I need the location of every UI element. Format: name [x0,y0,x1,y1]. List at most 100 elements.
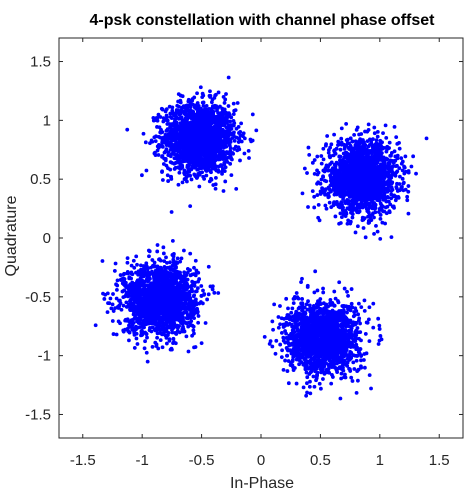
data-point-cluster-1 [197,153,201,158]
data-point-cluster-1 [175,103,180,108]
data-point-cluster-2 [305,171,309,175]
data-point-cluster-1 [213,92,218,97]
data-point-cluster-1 [218,119,223,124]
data-point-cluster-2 [380,220,385,225]
data-point-cluster-1 [211,161,216,165]
data-point-cluster-1 [220,139,225,143]
data-point-cluster-1 [228,161,233,166]
data-point-cluster-3 [158,338,163,342]
data-point-cluster-1 [186,97,191,102]
data-point-cluster-2 [341,184,345,189]
data-point-cluster-3 [191,272,196,277]
data-point-cluster-2 [361,226,366,230]
data-point-cluster-1 [195,126,200,131]
data-point-cluster-2 [364,207,369,211]
data-point-cluster-1 [182,177,187,181]
data-point-cluster-1 [212,129,217,134]
data-point-cluster-3 [124,285,129,290]
data-point-cluster-2 [366,210,371,215]
data-point-cluster-2 [360,218,365,223]
data-point-cluster-1 [206,166,211,171]
data-point-cluster-1 [214,176,218,180]
data-point-cluster-2 [382,163,387,168]
data-point-cluster-1 [226,75,231,80]
data-point-cluster-1 [229,173,234,178]
data-point-cluster-1 [143,140,148,145]
data-point-cluster-1 [166,179,171,183]
data-point-cluster-2 [397,140,401,145]
data-point-cluster-3 [145,335,149,340]
data-point-cluster-2 [312,194,317,199]
data-point-cluster-3 [116,319,121,324]
data-point-cluster-2 [321,146,326,151]
data-point-cluster-1 [179,115,184,120]
data-point-cluster-2 [400,176,405,181]
data-point-cluster-2 [372,215,376,220]
data-point-cluster-1 [222,156,227,161]
data-point-cluster-1 [148,141,152,146]
data-point-cluster-1 [183,150,188,155]
data-point-cluster-3 [201,288,205,293]
data-point-cluster-2 [316,203,321,207]
data-point-cluster-2 [345,221,350,226]
data-point-cluster-2 [392,149,397,154]
data-point-cluster-1 [173,139,178,144]
data-point-cluster-1 [156,145,161,150]
data-point-cluster-2 [375,146,380,151]
data-point-cluster-3 [190,289,195,294]
data-point-cluster-3 [110,319,115,323]
data-point-cluster-2 [384,149,389,154]
data-point-cluster-2 [359,132,364,136]
data-point-cluster-3 [127,338,131,343]
data-point-cluster-1 [166,166,170,171]
data-point-cluster-1 [177,136,182,141]
data-point-cluster-2 [361,138,365,142]
data-point-cluster-3 [113,261,118,266]
data-point-cluster-1 [211,154,216,158]
data-point-cluster-2 [346,187,351,192]
data-point-cluster-2 [378,177,383,181]
data-point-cluster-1 [209,177,214,182]
data-point-cluster-2 [310,189,315,194]
data-point-cluster-2 [394,185,399,189]
data-point-cluster-1 [232,134,237,139]
data-point-cluster-2 [332,149,337,154]
data-point-cluster-3 [167,338,172,343]
data-point-cluster-2 [386,179,390,184]
data-point-cluster-2 [345,156,350,161]
data-point-cluster-1 [198,85,203,90]
data-point-cluster-3 [188,251,193,256]
data-point-cluster-1 [207,106,211,111]
data-point-cluster-2 [370,179,375,184]
data-point-cluster-2 [383,173,388,178]
data-point-cluster-1 [216,90,221,95]
data-point-cluster-1 [140,173,144,178]
data-point-cluster-2 [334,199,339,204]
data-point-cluster-1 [170,108,175,113]
data-point-cluster-2 [394,135,399,140]
data-point-cluster-1 [208,93,213,98]
data-point-cluster-2 [350,139,355,144]
data-point-cluster-2 [355,174,360,179]
data-point-cluster-1 [169,127,174,132]
data-point-cluster-1 [163,109,168,114]
data-point-cluster-2 [352,132,357,137]
data-point-cluster-2 [326,150,331,155]
data-point-cluster-1 [223,165,228,170]
data-point-cluster-2 [393,198,398,203]
data-point-cluster-1 [214,140,218,145]
data-point-cluster-1 [200,100,205,105]
data-point-cluster-2 [385,144,390,149]
data-point-cluster-1 [232,130,236,135]
data-point-cluster-2 [379,141,383,145]
data-point-cluster-2 [338,211,343,216]
data-point-cluster-2 [336,178,340,182]
data-point-cluster-2 [403,154,408,159]
data-point-cluster-3 [102,297,107,301]
data-point-cluster-2 [386,161,391,165]
data-point-cluster-1 [203,107,207,111]
data-point-cluster-1 [238,130,243,134]
data-point-cluster-2 [368,172,373,177]
data-point-cluster-2 [322,167,327,172]
data-point-cluster-2 [399,156,404,161]
